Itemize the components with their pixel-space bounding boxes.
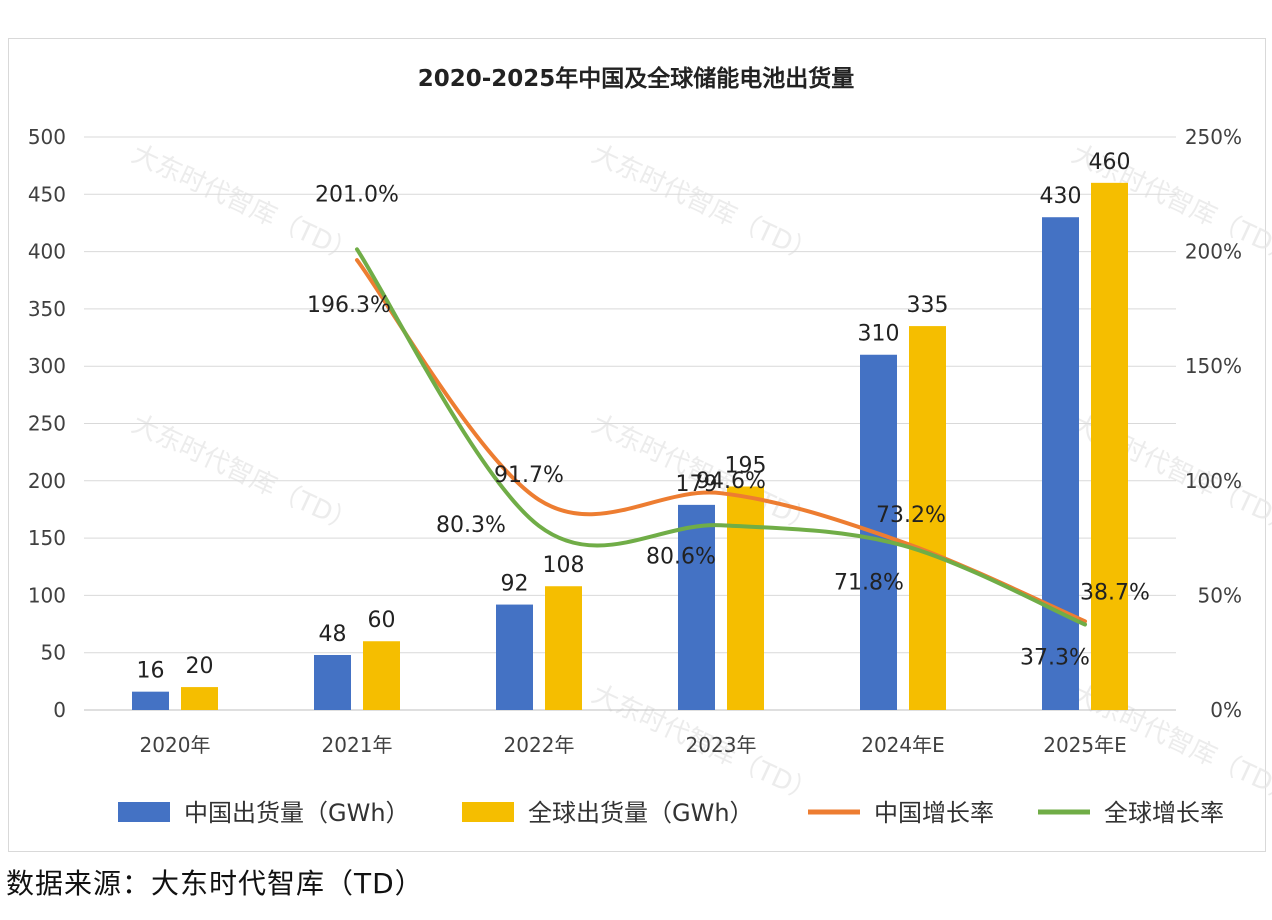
bar-label-s1-1: 60 [368,608,396,633]
legend-label-1: 全球出货量（GWh） [528,799,754,827]
bar-s1-1 [363,641,400,710]
line-label-0-1: 196.3% [307,293,391,318]
line-label-1-1: 201.0% [315,182,399,207]
y-left-tick-350: 350 [28,297,66,321]
bar-s1-0 [181,687,218,710]
watermark-1: 大东时代智库（TD） [587,139,821,269]
line-global-growth [355,247,1087,627]
line-label-0-2: 91.7% [494,463,564,488]
bar-label-s0-4: 310 [858,322,900,347]
axes: 0 50 100 150 200 250 300 350 400 450 500 0% 50% 100% 1… [28,125,1242,757]
line-label-1-2: 80.3% [436,513,506,538]
lines [355,247,1087,627]
bar-label-s0-1: 48 [319,622,347,647]
chart-title: 2020-2025年中国及全球储能电池出货量 [418,65,855,92]
bar-s1-3 [727,486,764,710]
bar-s0-0 [132,691,169,710]
bar-label-s1-3: 195 [725,454,767,479]
y-right-tick-200: 200% [1185,240,1242,264]
data-labels: 16 48 92 179 310 430 20 60 108 195 335 460 196.3% 91.… [137,150,1150,684]
legend-label-3: 全球增长率 [1104,799,1224,827]
x-tick-1: 2021年 [322,733,393,757]
line-china-growth [355,258,1087,624]
bar-label-s1-2: 108 [543,553,585,578]
legend-label-0: 中国出货量（GWh） [184,799,410,827]
line-label-1-4: 71.8% [834,570,904,595]
bar-label-s1-0: 20 [186,654,214,679]
bar-s1-5 [1091,182,1128,711]
x-tick-3: 2023年 [686,733,757,757]
bar-s0-3 [678,504,715,710]
bar-s0-2 [496,604,533,710]
grid-lines [84,136,1176,711]
x-tick-0: 2020年 [140,733,211,757]
line-label-0-3: 94.6% [696,469,766,494]
y-right-tick-50: 50% [1198,583,1242,607]
y-right-tick-150: 150% [1185,354,1242,378]
line-label-0-4: 73.2% [876,503,946,528]
x-tick-2: 2022年 [504,733,575,757]
line-label-1-5: 37.3% [1020,646,1090,671]
y-right-tick-0: 0% [1210,698,1242,722]
y-right-tick-250: 250% [1185,125,1242,149]
bar-label-s1-5: 460 [1089,150,1131,175]
x-tick-5: 2025年E [1043,733,1127,757]
y-left-tick-450: 450 [28,182,66,206]
legend-label-2: 中国增长率 [874,799,994,827]
bar-s0-1 [314,654,351,710]
bar-label-s0-0: 16 [137,659,165,684]
legend: 中国出货量（GWh） 全球出货量（GWh） 中国增长率 全球增长率 [118,799,1224,827]
bar-label-s0-3: 179 [676,472,718,497]
legend-swatch-1 [462,802,514,822]
y-left-tick-200: 200 [28,469,66,493]
bar-label-s0-2: 92 [501,572,529,597]
bar-label-s1-4: 335 [907,293,949,318]
y-left-tick-0: 0 [53,698,66,722]
line-label-1-3: 80.6% [646,544,716,569]
y-left-tick-250: 250 [28,412,66,436]
y-left-tick-150: 150 [28,526,66,550]
bar-s1-4 [909,326,946,710]
x-tick-4: 2024年E [861,733,945,757]
y-left-tick-100: 100 [28,583,66,607]
legend-swatch-0 [118,802,170,822]
bar-label-s0-5: 430 [1040,184,1082,209]
source-text: 数据来源：大东时代智库（TD） [6,867,424,900]
y-left-tick-500: 500 [28,125,66,149]
watermark-3: 大东时代智库（TD） [127,409,361,539]
y-left-tick-300: 300 [28,354,66,378]
line-label-0-5: 38.7% [1080,580,1150,605]
y-left-tick-400: 400 [28,240,66,264]
bar-s0-5 [1042,217,1079,710]
y-right-tick-100: 100% [1185,469,1242,493]
bar-s1-2 [545,586,582,710]
y-left-tick-50: 50 [41,641,66,665]
